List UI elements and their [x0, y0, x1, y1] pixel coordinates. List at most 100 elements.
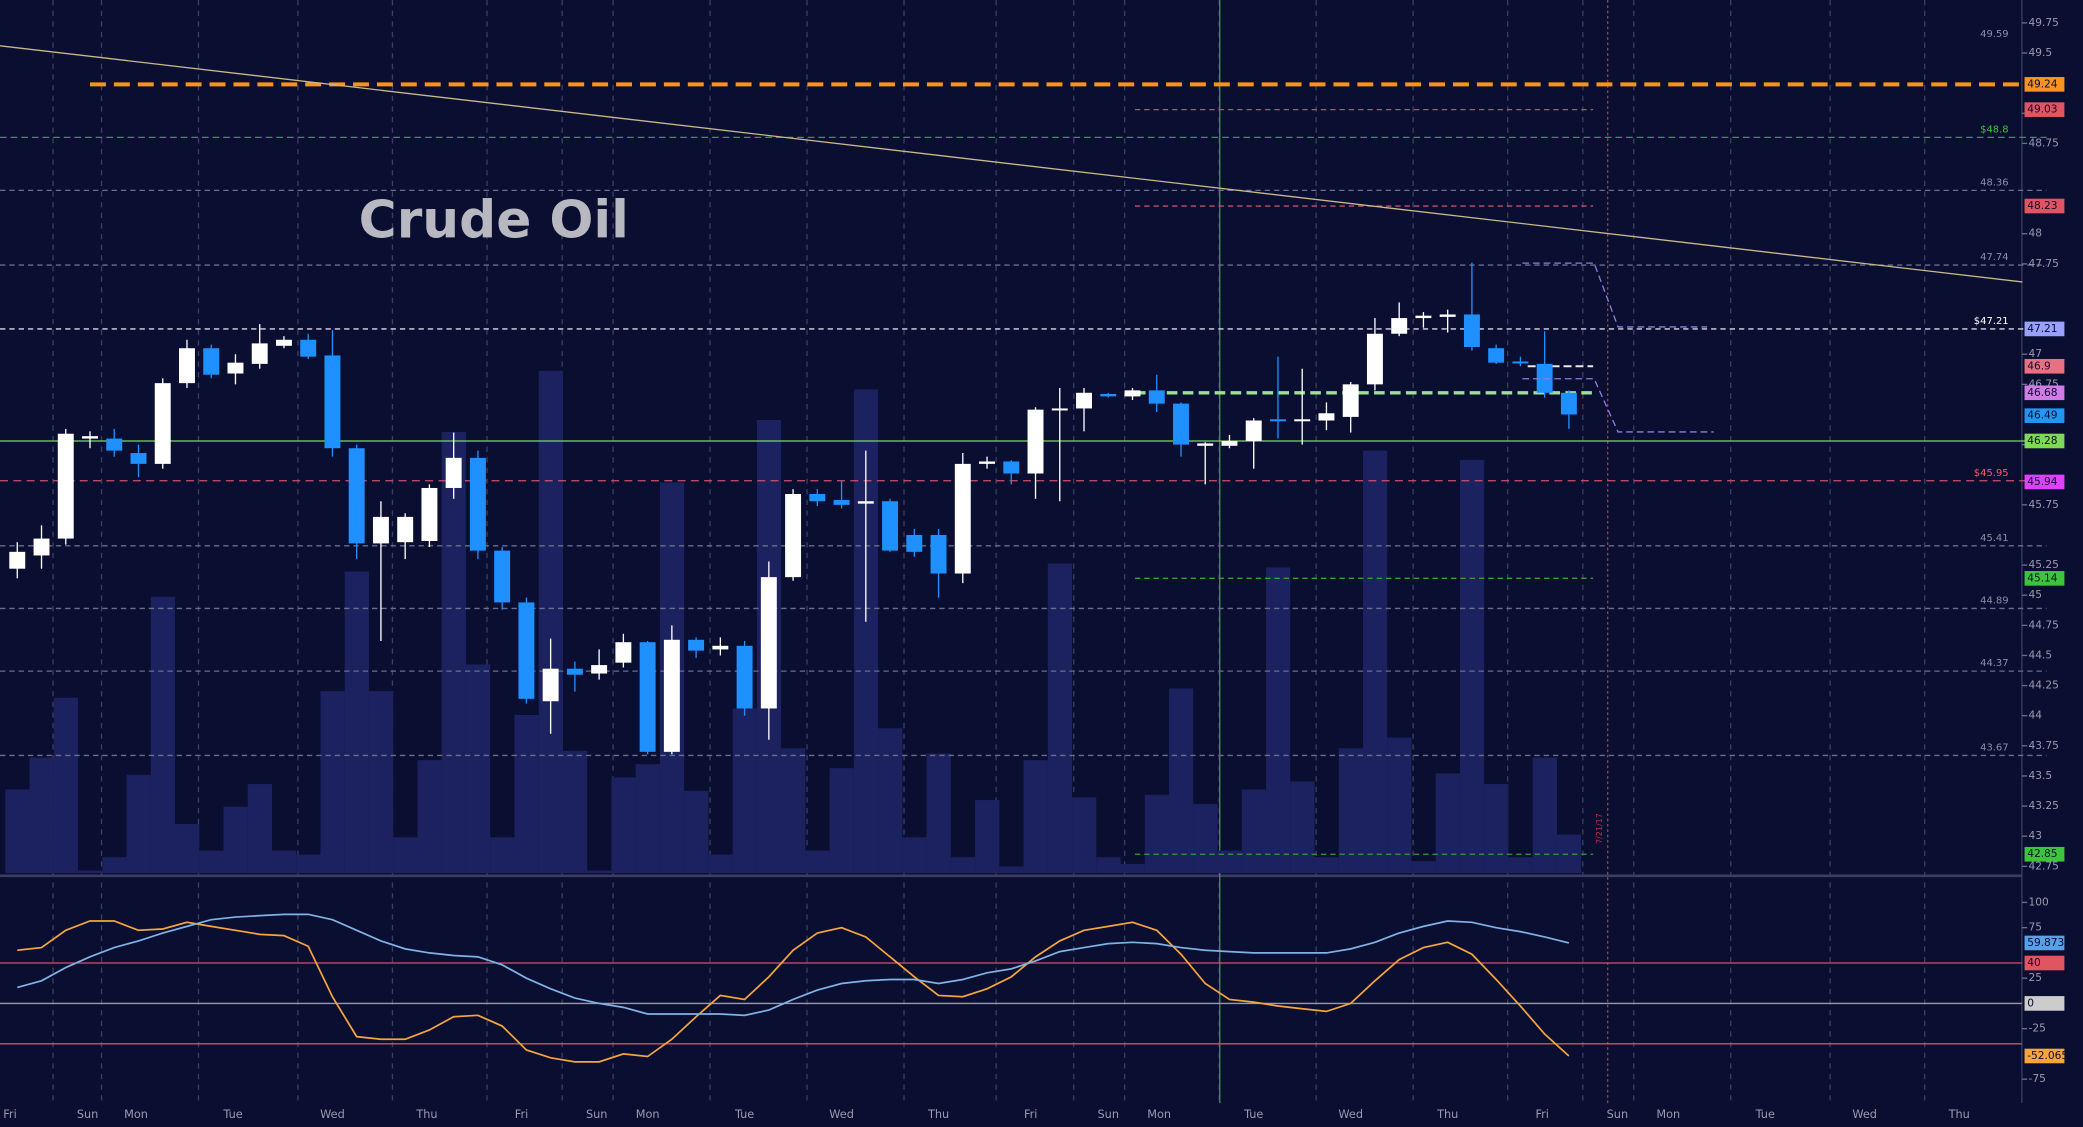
x-tick-label: Thu	[927, 1108, 949, 1121]
volume-bar	[393, 837, 418, 874]
candle-body	[348, 448, 365, 544]
price-tag-label: 46.9	[2027, 359, 2051, 372]
y-tick-label: 43.75	[2029, 739, 2059, 752]
candle-body	[906, 534, 923, 552]
candle-body	[712, 645, 729, 650]
volume-bar	[732, 708, 757, 874]
candle-body	[1366, 333, 1383, 385]
volume-bar	[175, 823, 200, 874]
volume-bar	[1290, 781, 1315, 874]
volume-bar	[1508, 857, 1533, 874]
level-label: 44.89	[1980, 595, 2008, 606]
price-tag-label: 45.14	[2027, 571, 2058, 584]
candle-body	[82, 436, 98, 439]
volume-bar	[1047, 563, 1073, 874]
price-tag	[2024, 198, 2065, 214]
level-label: $47.21	[1974, 316, 2009, 327]
candle-body	[1173, 403, 1189, 445]
candle-body	[494, 550, 511, 603]
oscillator-line	[17, 913, 1570, 1017]
price-tag	[2024, 474, 2065, 490]
volume-bar	[465, 664, 491, 874]
y-tick-label: 43	[2029, 829, 2043, 842]
volume-bar	[1314, 857, 1339, 874]
level-label: $48.8	[1980, 124, 2008, 135]
volume-bar	[975, 800, 1000, 874]
candle-body	[106, 438, 123, 451]
x-tick-label: Mon	[124, 1108, 148, 1121]
price-tag	[2024, 102, 2065, 117]
volume-bar	[829, 768, 854, 874]
y-tick-label: 75	[2029, 921, 2043, 934]
x-tick-label: Sun	[77, 1108, 98, 1121]
volume-bar	[926, 753, 951, 874]
candle-body	[372, 516, 389, 544]
price-tag-label: 47.21	[2027, 322, 2057, 335]
candle-body	[1245, 420, 1262, 441]
y-tick-label: 43.25	[2029, 799, 2059, 812]
candle-body	[979, 461, 996, 464]
y-tick-label: 42.75	[2029, 859, 2059, 872]
volume-bar	[902, 837, 927, 874]
price-tag-label: 59.8738	[2027, 936, 2071, 949]
volume-bar	[1096, 857, 1121, 874]
candle-body	[1294, 419, 1311, 422]
candle-body	[591, 665, 608, 674]
volume-bar	[417, 760, 442, 874]
y-tick-label: 44.75	[2029, 618, 2059, 631]
price-tag	[2024, 321, 2065, 337]
level-label: 48.36	[1980, 177, 2008, 188]
candle-body	[1269, 419, 1286, 422]
volume-bar	[999, 866, 1024, 874]
volume-bar	[247, 784, 272, 874]
candle-body	[615, 642, 632, 663]
volume-bar	[53, 697, 79, 874]
y-tick-label: 45.25	[2029, 558, 2059, 571]
y-tick-label: 44	[2029, 709, 2043, 722]
volume-bar	[1120, 863, 1145, 874]
candle-body	[1003, 461, 1020, 474]
candle-body	[1124, 390, 1141, 397]
volume-bar	[805, 850, 830, 874]
volume-bar	[635, 764, 660, 874]
x-tick-label: Fri	[1024, 1108, 1037, 1121]
volume-bar	[1532, 757, 1557, 874]
volume-bar	[490, 837, 515, 874]
level-label: 43.67	[1980, 742, 2008, 753]
volume-bar	[514, 715, 539, 874]
y-tick-label: -75	[2029, 1072, 2046, 1085]
volume-bar	[1144, 794, 1170, 874]
x-tick-label: Wed	[829, 1108, 854, 1121]
candle-body	[130, 453, 147, 464]
volume-bar	[684, 790, 709, 874]
price-tag-label: 46.28	[2027, 434, 2058, 447]
volume-bar	[708, 854, 733, 874]
candle-body	[421, 487, 438, 541]
x-tick-label: Sun	[586, 1108, 607, 1121]
x-tick-label: Wed	[1338, 1108, 1363, 1121]
x-tick-label: Wed	[1852, 1108, 1877, 1121]
candle-body	[1488, 348, 1505, 363]
candle-body	[736, 645, 753, 709]
level-label: 47.74	[1980, 252, 2008, 263]
candle-body	[1342, 384, 1359, 417]
date-label: 7/21/17	[1595, 813, 1604, 844]
price-tag	[2024, 955, 2065, 971]
x-tick-label: Fri	[1535, 1108, 1548, 1121]
price-tag	[2024, 996, 2065, 1011]
candle-body	[639, 642, 656, 752]
x-tick-label: Sun	[1607, 1108, 1628, 1121]
candle-body	[275, 339, 292, 346]
volume-bar	[271, 850, 297, 874]
candle-body	[227, 362, 244, 374]
oscillator-line	[17, 920, 1570, 1063]
y-tick-label: 47.75	[2029, 257, 2059, 270]
candle-body	[566, 668, 583, 675]
price-tag	[2024, 571, 2065, 586]
volume-bar	[611, 777, 636, 874]
candle-body	[1391, 318, 1408, 334]
volume-bar	[1266, 567, 1291, 874]
candle-body	[688, 639, 705, 651]
volume-bar	[150, 596, 176, 874]
candle-body	[809, 493, 826, 502]
